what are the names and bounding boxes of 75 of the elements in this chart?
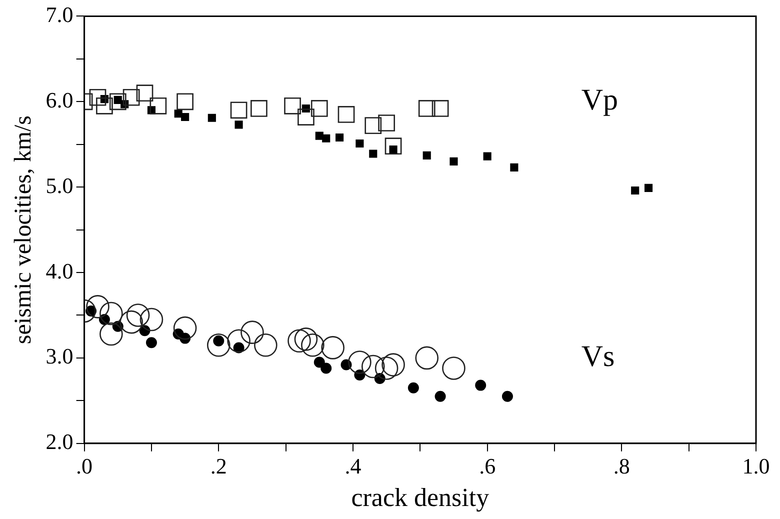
point [122,88,140,106]
point [502,390,513,402]
point [432,100,449,117]
point [336,133,344,142]
y-tick-label: 7.0 [46,2,74,27]
point [322,134,330,142]
point [364,117,382,134]
point [348,350,372,374]
point [109,93,126,110]
point [422,151,431,160]
point [86,295,110,318]
point [208,114,216,122]
annotation: Vp [581,84,618,117]
y-tick-label: 4.0 [46,258,74,284]
y-tick-label: 6.0 [46,87,74,112]
point [450,157,458,166]
x-tick-label: .2 [210,453,227,478]
x-tick-label: .8 [613,453,630,478]
point [89,88,106,106]
point [320,362,332,374]
annotation: Vs [581,340,615,373]
x-tick-label: 1.0 [742,453,770,478]
point [250,100,268,117]
x-tick-label: .4 [344,453,362,478]
point [284,97,301,114]
point [288,329,311,353]
point [146,337,157,348]
point [314,356,325,368]
point [173,316,197,340]
y-axis-title: seismic velocities, km/s [10,115,37,344]
point [415,346,439,370]
point [510,163,518,172]
point [294,328,318,351]
x-tick-label: .0 [76,453,93,478]
point [408,382,419,394]
point [240,320,264,344]
point [382,353,405,376]
point [483,152,492,160]
point [434,390,446,402]
point [369,150,378,158]
point [361,354,385,378]
point [120,310,143,334]
point [150,97,167,114]
point [442,356,466,380]
point [230,102,248,119]
point [338,106,355,123]
point [475,380,486,391]
point [206,333,230,357]
point [126,304,150,327]
point [356,139,364,148]
point [234,120,243,129]
point [176,93,194,110]
point [140,308,164,332]
point [321,336,344,360]
point [384,138,402,154]
y-tick-label: 2.0 [46,429,74,454]
point [96,97,113,114]
y-tick-label: 3.0 [46,344,74,369]
x-tick-label: .6 [479,453,496,478]
point [378,114,395,132]
point [227,329,250,353]
point [310,100,328,117]
point [644,184,653,192]
point [301,333,324,357]
point [100,302,123,326]
point [136,84,154,102]
point [100,322,123,346]
point [254,333,278,357]
point [418,100,436,117]
point [181,112,190,122]
point [631,186,640,195]
point [374,356,398,380]
x-axis-title: crack density [351,483,490,512]
y-tick-label: 5.0 [46,172,74,198]
point [298,108,314,126]
